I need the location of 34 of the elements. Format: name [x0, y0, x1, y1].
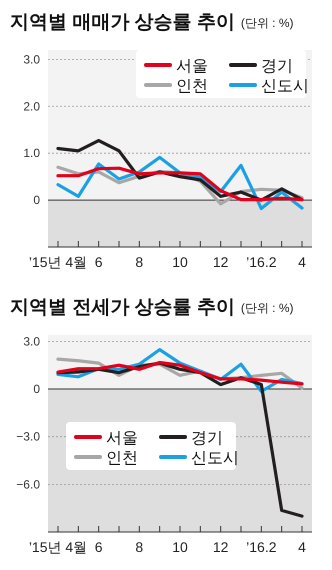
x-tick-label: 6 [94, 539, 103, 555]
x-tick-label: 10 [172, 539, 188, 555]
legend-label: 경기 [261, 58, 293, 75]
legend-label: 서울 [106, 430, 138, 447]
x-tick-label: ’15년 4월 [28, 254, 88, 270]
legend-label: 경기 [191, 430, 223, 447]
x-tick-label: 12 [212, 254, 229, 270]
x-tick-label: 8 [135, 254, 144, 270]
x-tick-label: 6 [94, 254, 103, 270]
y-tick-label: −6.0 [16, 477, 40, 492]
x-tick-label: 12 [212, 539, 229, 555]
y-tick-label: 3.0 [23, 334, 40, 348]
x-tick-label: 10 [172, 254, 188, 270]
chart-subtitle: (단위 : %) [240, 301, 294, 315]
y-tick-label: 3.0 [23, 52, 40, 66]
x-tick-label: 4 [298, 254, 306, 270]
y-tick-label: 0 [33, 193, 40, 208]
x-tick-label: 4 [298, 539, 306, 555]
chart-title: 지역별 전세가 상승률 추이 [10, 297, 235, 318]
chart-title: 지역별 매매가 상승률 추이 [10, 12, 235, 33]
x-tick-label: ’16.2 [246, 539, 277, 555]
chart-subtitle: (단위 : %) [240, 16, 294, 30]
y-tick-label: 1.0 [23, 146, 40, 160]
x-tick-label: ’16.2 [246, 254, 277, 270]
x-tick-label: ’15년 4월 [28, 539, 88, 555]
y-tick-label: 2.0 [23, 99, 40, 114]
legend-label: 서울 [176, 58, 208, 75]
x-tick-label: 8 [135, 539, 144, 555]
legend-label: 인천 [106, 450, 138, 467]
legend-label: 신도시 [191, 450, 239, 467]
legend-label: 인천 [176, 78, 208, 95]
y-tick-label: −3.0 [16, 430, 40, 444]
y-tick-label: 0 [33, 382, 40, 396]
legend-label: 신도시 [261, 78, 309, 95]
